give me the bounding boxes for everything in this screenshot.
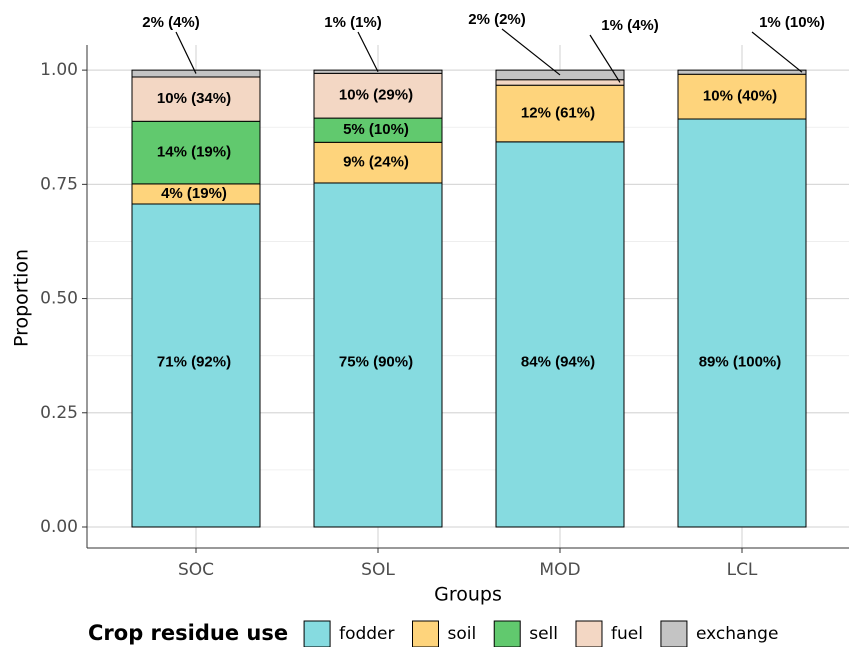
callout-line xyxy=(751,31,803,73)
bar-segment xyxy=(495,84,625,143)
value-label: 2% (2%) xyxy=(468,11,526,28)
value-label: 9% (24%) xyxy=(343,154,409,171)
legend: Crop residue use fodder soil sell fuel exchan… xyxy=(88,620,779,647)
value-label: 2% (4%) xyxy=(142,14,200,31)
bar-segment xyxy=(131,203,261,528)
bar-segment xyxy=(313,117,443,143)
bar-segment xyxy=(131,76,261,122)
bar-segment xyxy=(677,118,807,528)
legend-label: soil xyxy=(448,624,477,644)
callout-line xyxy=(501,28,561,76)
bar-segment xyxy=(677,69,807,75)
legend-label: sell xyxy=(529,624,558,644)
legend-label: fuel xyxy=(611,624,643,644)
value-label: 1% (4%) xyxy=(601,17,659,34)
legend-swatch xyxy=(303,620,331,647)
legend-swatch xyxy=(660,620,688,647)
x-tick-label: SOC xyxy=(178,560,214,580)
bar-segment xyxy=(495,141,625,528)
bar-segment xyxy=(677,73,807,120)
callout-line xyxy=(175,31,197,74)
value-label: 14% (19%) xyxy=(157,144,231,161)
callout-line xyxy=(357,31,379,72)
x-tick-label: LCL xyxy=(727,560,758,580)
value-label: 10% (29%) xyxy=(339,87,413,104)
value-label: 71% (92%) xyxy=(157,353,231,370)
bar-segment xyxy=(313,72,443,119)
legend-swatch xyxy=(575,620,603,647)
bar-segment xyxy=(495,79,625,86)
legend-label: fodder xyxy=(339,624,394,644)
value-label: 75% (90%) xyxy=(339,353,413,370)
y-tick-label: 0.50 xyxy=(40,289,78,309)
value-label: 1% (10%) xyxy=(759,14,825,31)
bar-segment xyxy=(313,182,443,528)
bars xyxy=(131,69,807,528)
value-label: 1% (1%) xyxy=(324,14,382,31)
legend-label: exchange xyxy=(696,624,779,644)
y-tick-label: 0.00 xyxy=(40,517,78,537)
bar-segment xyxy=(495,69,625,81)
value-label: 10% (40%) xyxy=(703,88,777,105)
legend-swatch xyxy=(493,620,521,647)
legend-title: Crop residue use xyxy=(88,621,288,645)
value-label: 4% (19%) xyxy=(161,185,227,202)
value-label: 12% (61%) xyxy=(521,104,595,121)
y-axis-title: Proportion xyxy=(11,249,33,347)
x-tick-label: MOD xyxy=(539,560,580,580)
value-label: 84% (94%) xyxy=(521,353,595,370)
value-label: 10% (34%) xyxy=(157,90,231,107)
x-axis-title: Groups xyxy=(434,584,502,606)
x-tick-label: SOL xyxy=(361,560,395,580)
legend-swatch xyxy=(412,620,439,647)
y-tick-label: 0.75 xyxy=(40,174,78,194)
y-tick-label: 1.00 xyxy=(40,60,78,80)
y-tick-label: 0.25 xyxy=(40,403,78,423)
labels: 71% (92%) 4% (19%) 14% (19%) 10% (34%) 2% (4… xyxy=(142,11,825,371)
value-label: 89% (100%) xyxy=(699,353,782,370)
value-label: 5% (10%) xyxy=(343,121,409,138)
callout-line xyxy=(589,34,621,83)
bar-segment xyxy=(131,120,261,185)
